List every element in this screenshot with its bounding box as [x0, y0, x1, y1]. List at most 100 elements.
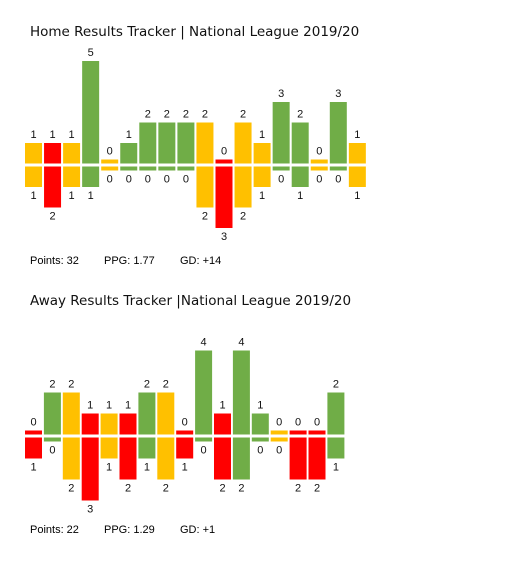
home-goals-against-label: 0 [335, 174, 341, 186]
away-goals-against-label: 2 [163, 483, 169, 495]
home-goals-against-bar [291, 166, 309, 187]
home-goals-for-bar [82, 61, 100, 164]
away-goals-for-bar [81, 413, 99, 435]
home-goals-for-bar [177, 122, 195, 164]
home-goals-for-label: 1 [30, 129, 36, 141]
away-goals-against-label: 0 [276, 445, 282, 457]
home-goals-for-label: 1 [259, 129, 265, 141]
away-results-chart: 0 1 2 0 2 2 1 3 1 1 1 2 2 1 2 2 0 1 4 0 1 2 4 2 1 0 0 0 0 2 0 2 2 1 [25, 337, 345, 516]
away-goals-for-label: 2 [68, 379, 74, 391]
away-goals-against-label: 1 [144, 462, 150, 474]
away-points: Points: 22 [30, 524, 79, 536]
home-goals-against-bar [234, 166, 252, 208]
away-goals-against-bar [308, 437, 326, 480]
away-goals-for-label: 2 [163, 379, 169, 391]
away-goals-for-bar [327, 392, 345, 435]
home-goals-for-label: 1 [49, 129, 55, 141]
home-goals-for-bar [101, 159, 119, 164]
away-goals-for-bar [251, 413, 269, 435]
away-goals-for-label: 0 [295, 417, 301, 429]
away-goals-against-label: 2 [68, 483, 74, 495]
home-goals-against-bar [25, 166, 42, 187]
home-goals-against-label: 0 [164, 174, 170, 186]
home-goals-against-label: 0 [126, 174, 132, 186]
away-goals-against-bar [138, 437, 156, 459]
home-goals-against-label: 1 [30, 190, 36, 202]
away-goals-for-bar [214, 413, 231, 435]
away-goals-for-label: 1 [257, 400, 263, 412]
home-goals-against-bar [63, 166, 81, 187]
away-goals-against-label: 2 [238, 483, 244, 495]
home-goals-against-bar [158, 166, 176, 171]
home-goals-for-label: 3 [335, 88, 341, 100]
home-goals-for-label: 2 [164, 109, 170, 121]
home-goals-for-label: 1 [126, 129, 132, 141]
away-goals-for-label: 0 [314, 417, 320, 429]
away-goals-against-bar [25, 437, 42, 459]
away-goals-for-bar [157, 392, 175, 435]
away-goals-against-label: 0 [257, 445, 263, 457]
home-goals-against-bar [329, 166, 347, 171]
home-ppg: PPG: 1.77 [104, 255, 155, 267]
away-ppg: PPG: 1.29 [104, 524, 155, 536]
home-goals-against-label: 2 [49, 211, 55, 223]
home-goals-against-bar [215, 166, 233, 228]
away-goals-for-bar [289, 430, 307, 435]
home-goals-against-bar [44, 166, 62, 208]
away-goals-for-label: 4 [238, 337, 244, 349]
home-goals-for-label: 0 [221, 146, 227, 158]
home-goals-for-bar [63, 143, 81, 164]
home-goals-for-bar [215, 159, 233, 164]
away-goals-for-label: 2 [144, 379, 150, 391]
home-goals-for-label: 2 [202, 109, 208, 121]
away-goals-against-bar [327, 437, 345, 459]
away-goals-for-bar [25, 430, 42, 435]
home-goals-for-label: 1 [354, 129, 360, 141]
away-goals-for-bar [270, 430, 288, 435]
away-goals-against-bar [195, 437, 213, 442]
home-goals-against-label: 1 [297, 190, 303, 202]
home-goals-against-label: 1 [259, 190, 265, 202]
home-goals-for-bar [139, 122, 157, 164]
home-goals-against-bar [177, 166, 195, 171]
away-goals-against-label: 2 [314, 483, 320, 495]
away-goals-for-bar [195, 350, 213, 435]
away-goals-against-label: 1 [30, 462, 36, 474]
home-goals-against-label: 0 [145, 174, 151, 186]
home-goals-for-bar [272, 102, 290, 164]
away-goals-against-bar [289, 437, 307, 480]
away-goals-against-label: 2 [125, 483, 131, 495]
home-goals-against-label: 1 [69, 190, 75, 202]
home-goals-for-bar [310, 159, 328, 164]
home-goals-against-bar [101, 166, 119, 171]
home-goals-against-bar [120, 166, 138, 171]
away-goals-against-label: 3 [87, 504, 93, 516]
home-gd: GD: +14 [180, 255, 222, 267]
away-goals-against-label: 2 [219, 483, 225, 495]
away-goals-for-label: 1 [106, 400, 112, 412]
away-goals-against-label: 1 [182, 462, 188, 474]
home-goals-against-label: 0 [107, 174, 113, 186]
home-goals-for-label: 0 [107, 146, 113, 158]
home-goals-against-bar [253, 166, 271, 187]
away-goals-against-label: 0 [49, 445, 55, 457]
away-goals-for-label: 2 [333, 379, 339, 391]
away-goals-for-bar [119, 413, 137, 435]
away-goals-against-bar [214, 437, 231, 480]
home-goals-for-bar [234, 122, 252, 164]
home-goals-against-label: 1 [88, 190, 94, 202]
away-goals-for-label: 2 [49, 379, 55, 391]
home-results-chart: 1 1 1 2 1 1 5 1 0 0 1 0 2 0 2 0 2 0 2 2 0 3 2 2 1 1 3 0 2 1 0 0 3 0 1 1 [25, 47, 366, 243]
away-goals-against-bar [176, 437, 194, 459]
home-goals-for-bar [348, 143, 366, 164]
away-goals-for-bar [308, 430, 326, 435]
home-goals-for-label: 2 [297, 109, 303, 121]
away-goals-for-label: 0 [30, 417, 36, 429]
home-goals-for-bar [253, 143, 271, 164]
home-goals-for-bar [329, 102, 347, 164]
home-goals-for-bar [158, 122, 176, 164]
away-goals-against-label: 2 [295, 483, 301, 495]
home-goals-for-label: 2 [145, 109, 151, 121]
away-goals-against-label: 1 [333, 462, 339, 474]
home-goals-for-bar [25, 143, 42, 164]
